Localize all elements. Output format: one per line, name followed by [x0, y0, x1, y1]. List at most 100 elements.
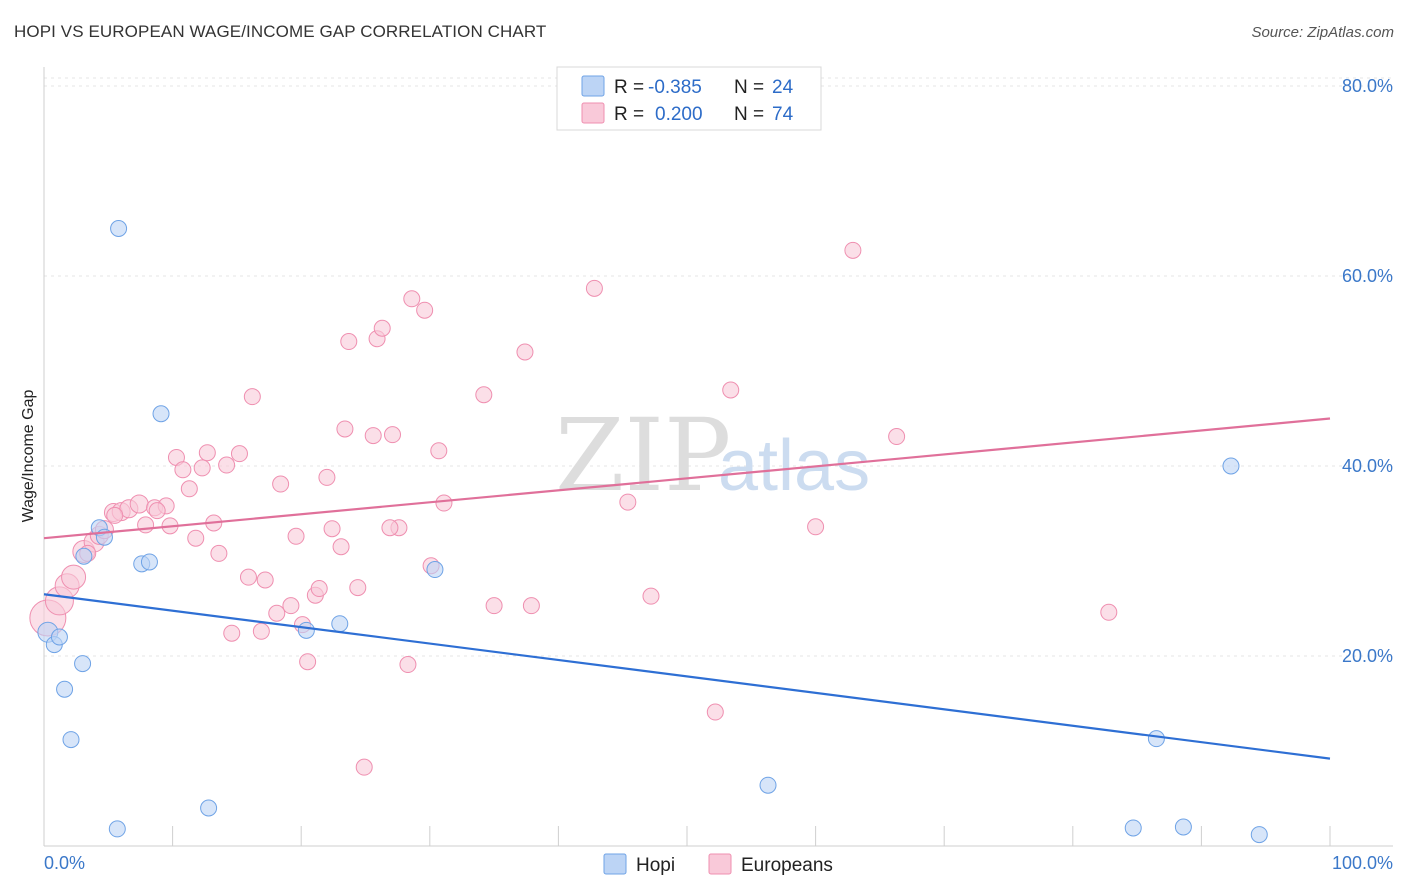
data-point-europeans: [430, 442, 448, 460]
data-point-europeans: [585, 279, 603, 297]
data-point-europeans: [129, 494, 149, 514]
trend-line-hopi: [43, 593, 1331, 760]
data-point-hopi: [1124, 819, 1142, 837]
data-point-europeans: [399, 656, 417, 674]
data-point-hopi: [1250, 826, 1268, 844]
x-tick-label-max: 100.0%: [1332, 853, 1393, 873]
data-point-europeans: [299, 653, 317, 671]
source-credit: Source: ZipAtlas.com: [1251, 24, 1394, 41]
data-point-europeans: [310, 580, 328, 598]
data-point-europeans: [106, 506, 124, 524]
data-point-europeans: [223, 624, 241, 642]
data-point-europeans: [416, 301, 434, 319]
data-point-hopi: [74, 655, 92, 673]
data-point-europeans: [384, 426, 402, 444]
data-point-hopi: [1174, 818, 1192, 836]
data-point-europeans: [373, 319, 391, 337]
data-point-europeans: [218, 456, 236, 474]
data-point-europeans: [349, 579, 367, 597]
axes: [43, 67, 1393, 847]
data-point-europeans: [340, 333, 358, 351]
data-point-hopi: [759, 776, 777, 794]
y-tick-label: 60.0%: [1342, 266, 1393, 286]
data-point-europeans: [323, 520, 341, 538]
data-point-europeans: [403, 290, 421, 308]
data-point-europeans: [282, 597, 300, 615]
data-point-hopi: [1222, 457, 1240, 475]
bottom-legend-swatch-europeans: [708, 853, 732, 875]
legend-n-label-hopi: N =: [734, 77, 764, 98]
y-tick-labels: 20.0% 40.0% 60.0% 80.0%: [1342, 76, 1393, 666]
data-point-europeans: [522, 597, 540, 615]
data-point-hopi: [110, 220, 128, 237]
data-point-hopi: [200, 799, 218, 817]
watermark-zip: ZIP: [555, 397, 731, 514]
y-axis-title: Wage/Income Gap: [20, 390, 37, 523]
data-point-hopi: [108, 820, 126, 838]
data-point-europeans: [180, 480, 198, 498]
data-point-europeans: [318, 468, 336, 486]
data-point-europeans: [61, 564, 87, 590]
data-point-europeans: [137, 516, 155, 534]
y-tick-label: 40.0%: [1342, 456, 1393, 476]
legend-r-value-hopi: -0.385: [648, 77, 702, 98]
data-point-europeans: [435, 494, 453, 512]
bottom-legend-label-europeans: Europeans: [741, 855, 833, 876]
data-point-hopi: [75, 547, 93, 565]
data-point-europeans: [381, 519, 399, 537]
data-point-europeans: [187, 529, 205, 547]
data-point-europeans: [198, 444, 216, 462]
legend-r-label-hopi: R =: [614, 77, 644, 98]
data-point-europeans: [844, 241, 862, 259]
chart-title: HOPI VS EUROPEAN WAGE/INCOME GAP CORRELA…: [14, 22, 547, 41]
trend-lines: [43, 417, 1331, 760]
data-point-europeans: [807, 518, 825, 536]
data-point-europeans: [148, 502, 166, 520]
legend-n-label-europeans: N =: [734, 104, 764, 125]
data-point-europeans: [252, 622, 270, 640]
bottom-legend-label-hopi: Hopi: [636, 855, 675, 876]
data-point-europeans: [174, 461, 192, 479]
data-point-europeans: [336, 420, 354, 438]
data-point-europeans: [475, 386, 493, 404]
data-point-europeans: [239, 568, 257, 586]
data-point-europeans: [364, 427, 382, 445]
data-point-europeans: [355, 758, 373, 776]
legend-swatch-hopi: [581, 75, 605, 97]
y-tick-label: 20.0%: [1342, 646, 1393, 666]
data-point-europeans: [243, 388, 261, 406]
data-point-europeans: [722, 381, 740, 399]
data-point-europeans: [619, 493, 637, 511]
data-point-hopi: [56, 680, 74, 698]
data-point-europeans: [193, 459, 211, 477]
legend-swatch-europeans: [581, 102, 605, 124]
legend-r-value-europeans: 0.200: [655, 104, 703, 125]
data-point-europeans: [256, 571, 274, 589]
stats-legend: R = -0.385 N = 24 R = 0.200 N = 74: [556, 66, 822, 131]
legend-r-label-europeans: R =: [614, 104, 644, 125]
data-point-europeans: [210, 544, 228, 562]
y-tick-label: 80.0%: [1342, 76, 1393, 96]
data-point-hopi: [50, 628, 68, 646]
data-point-europeans: [516, 343, 534, 361]
data-point-europeans: [272, 475, 290, 493]
data-point-hopi: [62, 731, 80, 749]
data-points: [29, 220, 1268, 844]
data-point-hopi: [331, 615, 349, 633]
bottom-legend: Hopi Europeans: [603, 853, 833, 876]
data-point-europeans: [287, 527, 305, 545]
data-point-europeans: [888, 428, 906, 446]
data-point-europeans: [1100, 603, 1118, 621]
legend-n-value-europeans: 74: [772, 104, 794, 125]
data-point-hopi: [140, 553, 158, 571]
bottom-legend-swatch-hopi: [603, 853, 627, 875]
data-point-hopi: [297, 621, 315, 639]
data-point-europeans: [485, 597, 503, 615]
data-point-europeans: [332, 538, 350, 556]
watermark: ZIP atlas: [555, 397, 870, 514]
data-point-europeans: [230, 445, 248, 463]
data-point-europeans: [642, 587, 660, 605]
data-point-hopi: [1147, 730, 1165, 748]
data-point-europeans: [268, 604, 286, 622]
watermark-atlas: atlas: [718, 426, 870, 506]
